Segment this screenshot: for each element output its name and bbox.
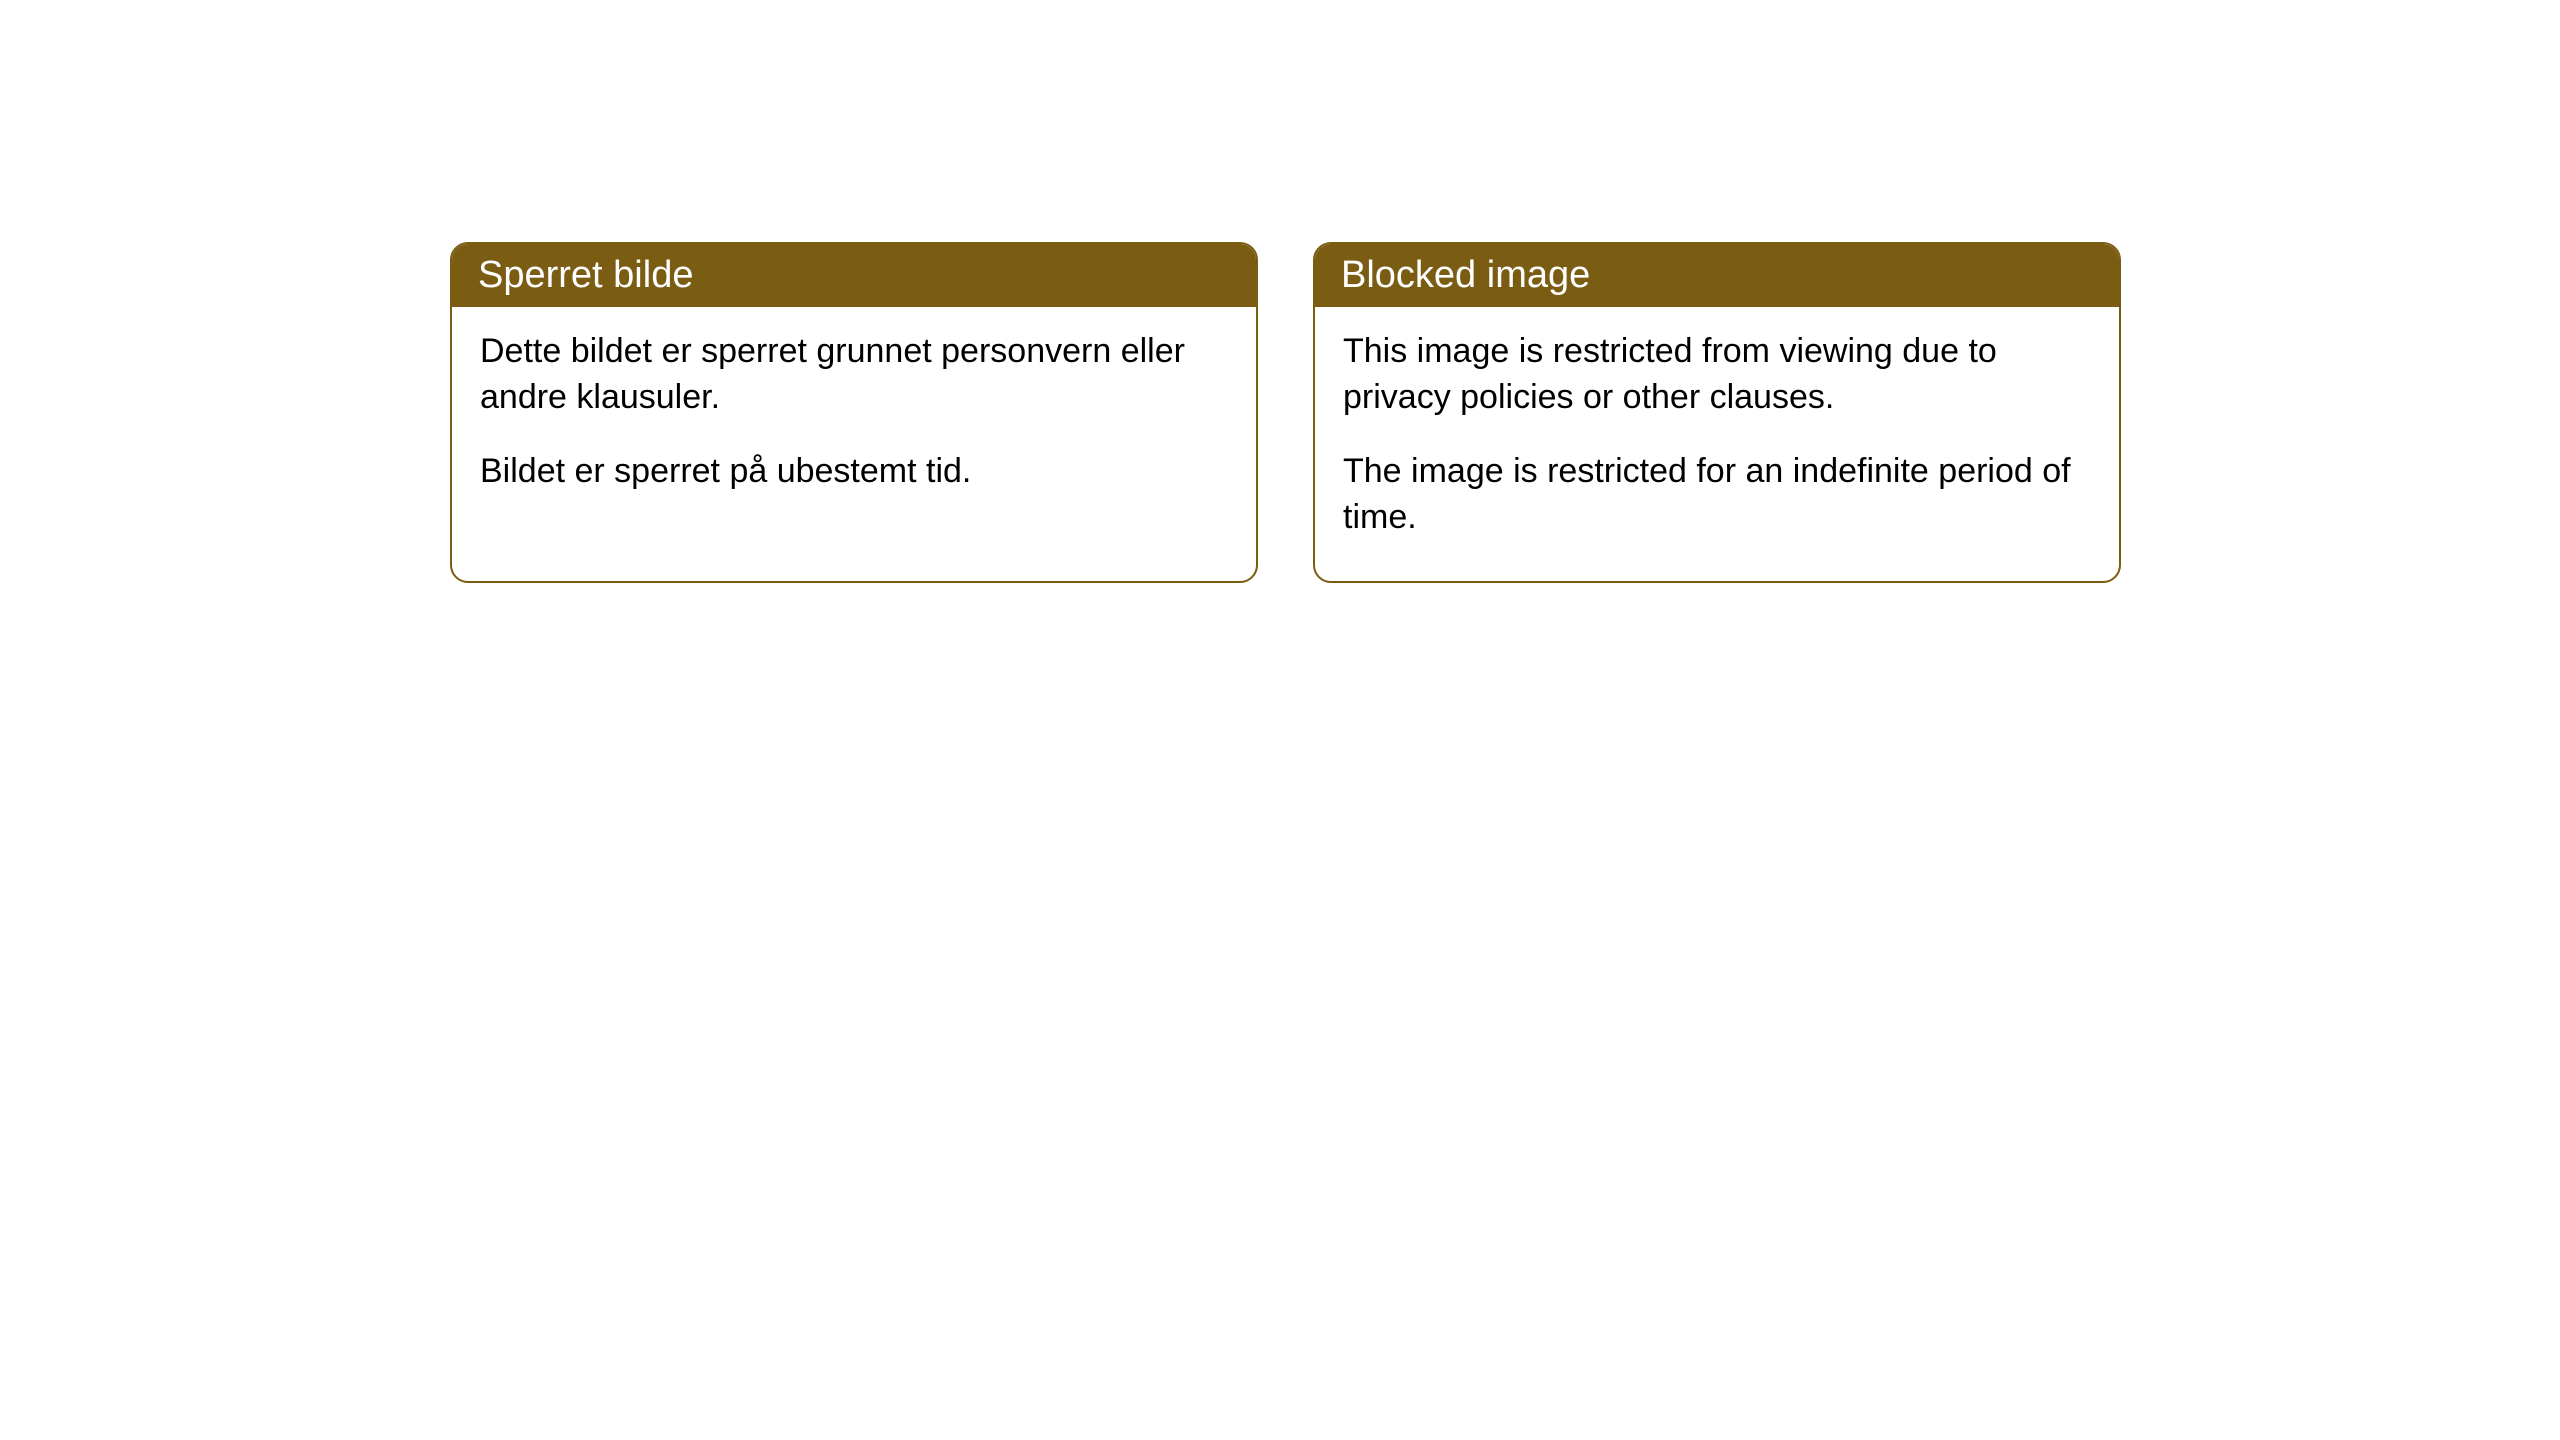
card-body-english: This image is restricted from viewing du… [1315, 307, 2119, 581]
card-text-norwegian-1: Dette bildet er sperret grunnet personve… [480, 329, 1228, 421]
card-text-english-2: The image is restricted for an indefinit… [1343, 449, 2091, 541]
card-header-norwegian: Sperret bilde [452, 244, 1256, 307]
card-text-norwegian-2: Bildet er sperret på ubestemt tid. [480, 449, 1228, 495]
card-body-norwegian: Dette bildet er sperret grunnet personve… [452, 307, 1256, 535]
card-text-english-1: This image is restricted from viewing du… [1343, 329, 2091, 421]
blocked-image-card-english: Blocked image This image is restricted f… [1313, 242, 2121, 583]
cards-container: Sperret bilde Dette bildet er sperret gr… [0, 0, 2560, 583]
blocked-image-card-norwegian: Sperret bilde Dette bildet er sperret gr… [450, 242, 1258, 583]
card-header-english: Blocked image [1315, 244, 2119, 307]
